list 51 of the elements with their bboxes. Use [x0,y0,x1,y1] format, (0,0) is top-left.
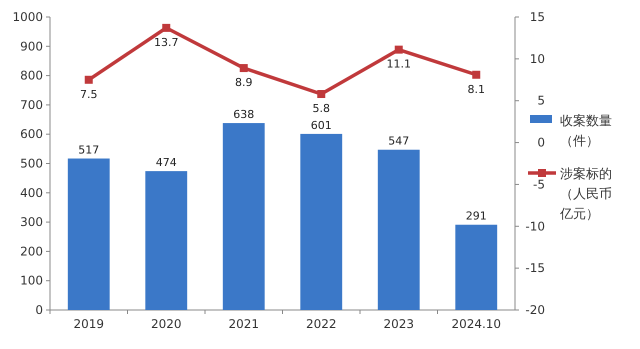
y2-tick-label: -15 [525,261,545,276]
y2-tick-label: 10 [530,52,545,66]
y-tick-label: 400 [20,186,43,200]
point [84,76,93,84]
bar [68,158,110,310]
y-tick-label: 1000 [12,10,43,24]
point [472,70,480,79]
data-label: 601 [310,118,332,132]
y-tick-label: 200 [20,244,43,258]
data-label: 547 [388,134,410,148]
bar [300,134,342,310]
y-tick-label: 0 [35,303,43,317]
point [317,90,326,98]
point [162,24,170,32]
data-label: 474 [156,156,177,170]
bar [378,150,420,310]
legend-label: 涉案标的（人民币亿元） [559,166,612,222]
point [394,46,403,54]
y-tick-label: 100 [20,274,43,288]
y2-tick-label: 0 [537,136,545,150]
x-tick-label: 2019 [73,317,104,331]
y-tick-label: 600 [20,127,43,142]
bar [145,171,188,310]
x-tick-label: 2022 [306,317,337,331]
bar [222,123,265,310]
x-tick-label: 2023 [383,317,414,331]
point [240,64,248,72]
y-tick-label: 500 [20,156,43,170]
x-tick-label: 2020 [150,317,182,331]
data-label: 638 [233,108,254,122]
y2-tick-label: -10 [525,219,545,234]
y-tick-label: 300 [20,215,43,230]
y2-tick-label: 5 [537,94,545,108]
y2-tick-label: -20 [525,303,545,317]
y-tick-label: 900 [20,39,43,54]
x-tick-label: 2021 [228,317,260,331]
data-label: 11.1 [386,58,411,71]
data-label: 7.5 [80,88,98,101]
y-tick-label: 800 [20,68,43,83]
data-label: 8.1 [468,82,485,96]
data-label: 5.8 [312,102,330,116]
data-label: 517 [78,144,100,157]
y2-tick-label: 15 [530,10,545,24]
data-label: 291 [466,210,487,223]
x-tick-label: 2024.10 [451,317,502,331]
y2-tick-label: -5 [533,177,545,192]
bar [455,224,498,310]
legend-label: 收案数量（件） [560,113,612,149]
y-tick-label: 700 [20,98,43,112]
data-label: 13.7 [154,36,178,49]
data-label: 8.9 [235,76,252,90]
